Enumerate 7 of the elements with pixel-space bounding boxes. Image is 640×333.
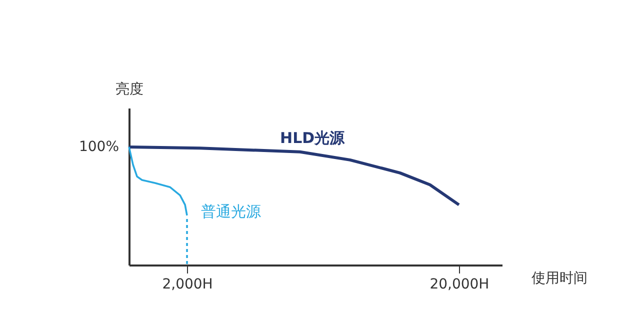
series-label: HLD光源: [280, 128, 346, 147]
series-label: 普通光源: [201, 202, 262, 220]
y-axis-title: 亮度: [116, 82, 144, 98]
x-axis-title: 使用时间: [532, 270, 588, 286]
text: 100%: [78, 138, 119, 155]
x-tick-label: 20,000H: [430, 276, 490, 292]
x-tick-label: 2,000H: [162, 276, 213, 292]
